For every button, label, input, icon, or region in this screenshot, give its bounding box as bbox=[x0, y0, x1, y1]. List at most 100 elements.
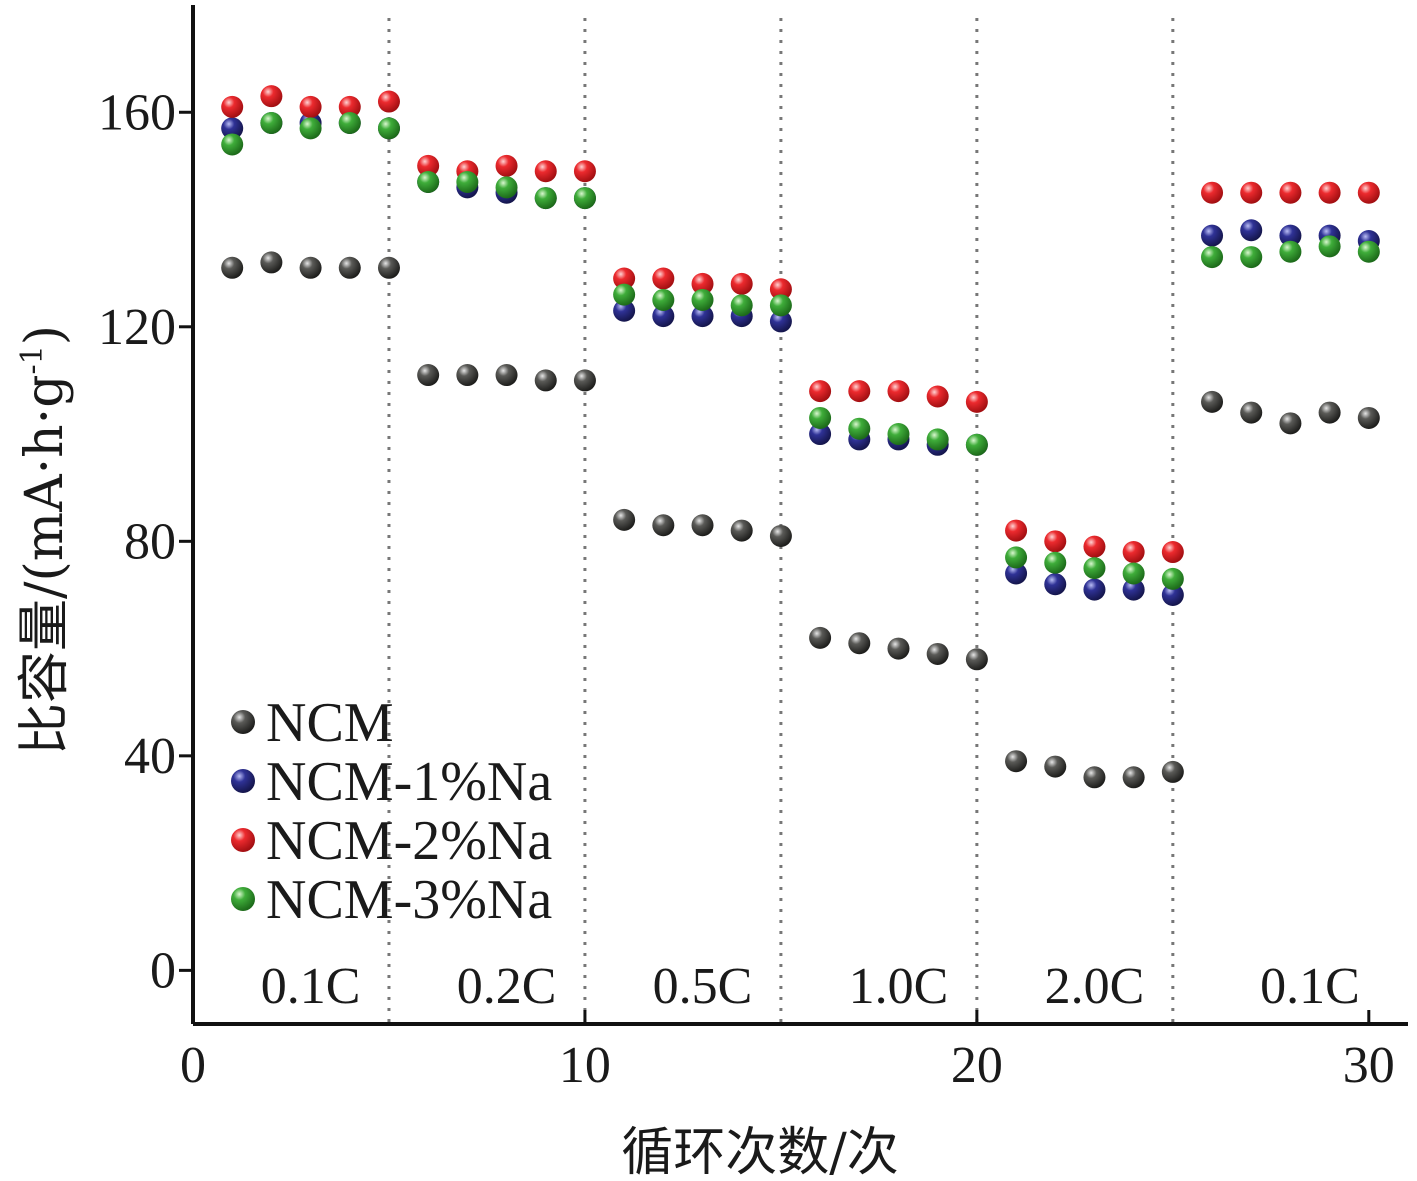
data-point bbox=[495, 154, 518, 177]
data-point bbox=[260, 85, 283, 108]
data-point bbox=[652, 267, 675, 290]
legend-marker bbox=[231, 710, 255, 734]
data-point bbox=[848, 632, 871, 655]
data-point bbox=[456, 364, 479, 387]
series-4 bbox=[221, 111, 1380, 590]
data-point bbox=[299, 117, 322, 140]
rate-label: 2.0C bbox=[1045, 958, 1145, 1015]
data-point bbox=[1279, 181, 1302, 204]
rate-label: 0.5C bbox=[653, 958, 753, 1015]
legend-label: NCM-1%Na bbox=[266, 751, 552, 813]
data-point bbox=[1083, 535, 1106, 558]
data-point bbox=[1044, 755, 1067, 778]
data-point bbox=[573, 369, 596, 392]
data-point bbox=[769, 294, 792, 317]
x-tick-label: 30 bbox=[1343, 1037, 1395, 1094]
data-point bbox=[1318, 401, 1341, 424]
data-point bbox=[1201, 246, 1224, 269]
y-tick-label: 160 bbox=[98, 84, 176, 141]
data-point bbox=[1083, 766, 1106, 789]
data-point bbox=[1357, 181, 1380, 204]
data-point bbox=[1122, 562, 1145, 585]
data-point bbox=[338, 256, 361, 279]
data-point bbox=[1005, 750, 1028, 773]
data-point bbox=[1005, 562, 1028, 585]
data-point bbox=[1240, 219, 1263, 242]
data-point bbox=[495, 364, 518, 387]
data-point bbox=[1201, 181, 1224, 204]
data-point bbox=[965, 648, 988, 671]
data-point bbox=[1161, 567, 1184, 590]
legend-label: NCM bbox=[266, 692, 394, 754]
x-tick-label: 20 bbox=[951, 1037, 1003, 1094]
data-point bbox=[1240, 181, 1263, 204]
data-point bbox=[299, 256, 322, 279]
data-point bbox=[1318, 181, 1341, 204]
data-point bbox=[613, 299, 636, 322]
data-point bbox=[377, 90, 400, 113]
data-point bbox=[1201, 224, 1224, 247]
data-point bbox=[926, 385, 949, 408]
data-point bbox=[338, 95, 361, 118]
y-axis-title-close: ) bbox=[15, 325, 75, 345]
legend-label: NCM-2%Na bbox=[266, 810, 552, 872]
data-point bbox=[1005, 519, 1028, 542]
data-point bbox=[534, 160, 557, 183]
legend-label: NCM-3%Na bbox=[266, 869, 552, 931]
data-point bbox=[1161, 583, 1184, 606]
x-tick-label: 10 bbox=[559, 1037, 611, 1094]
data-point bbox=[809, 626, 832, 649]
data-point bbox=[613, 283, 636, 306]
rate-label: 1.0C bbox=[849, 958, 949, 1015]
data-point bbox=[652, 288, 675, 311]
data-point bbox=[221, 95, 244, 118]
data-point bbox=[809, 423, 832, 446]
data-point bbox=[1122, 766, 1145, 789]
data-point bbox=[573, 160, 596, 183]
y-axis-title: 比容量/(mA·h·g-1) bbox=[15, 325, 75, 755]
ticks: 0 10 20 30 0 40 80 120 160 bbox=[98, 84, 1395, 1094]
data-point bbox=[456, 170, 479, 193]
y-axis-title-main: 比容量/(mA·h·g bbox=[15, 375, 75, 756]
y-tick-label: 40 bbox=[124, 728, 176, 785]
y-axis-title-superscript: -1 bbox=[15, 345, 50, 374]
data-point bbox=[652, 305, 675, 328]
y-tick-label: 0 bbox=[150, 942, 176, 999]
data-point bbox=[377, 117, 400, 140]
series-1 bbox=[221, 251, 1380, 789]
data-point bbox=[260, 251, 283, 274]
legend-marker bbox=[231, 887, 255, 911]
data-point bbox=[926, 642, 949, 665]
y-tick-label: 120 bbox=[98, 299, 176, 356]
data-point bbox=[1083, 557, 1106, 580]
data-point bbox=[730, 294, 753, 317]
data-point bbox=[1279, 224, 1302, 247]
data-point bbox=[965, 390, 988, 413]
rate-label: 0.1C bbox=[1260, 958, 1360, 1015]
data-point bbox=[1201, 390, 1224, 413]
data-point bbox=[1044, 573, 1067, 596]
data-point bbox=[1122, 541, 1145, 564]
rate-label: 0.1C bbox=[261, 958, 361, 1015]
data-point bbox=[221, 133, 244, 156]
data-point bbox=[1279, 412, 1302, 435]
rate-label: 0.2C bbox=[457, 958, 557, 1015]
data-point bbox=[1240, 246, 1263, 269]
data-point bbox=[377, 256, 400, 279]
data-point bbox=[1044, 551, 1067, 574]
data-point bbox=[691, 272, 714, 295]
data-point bbox=[495, 176, 518, 199]
data-point bbox=[1318, 235, 1341, 258]
data-point bbox=[1240, 401, 1263, 424]
data-point bbox=[338, 111, 361, 134]
data-point bbox=[887, 637, 910, 660]
legend-marker bbox=[231, 769, 255, 793]
data-point bbox=[769, 278, 792, 301]
data-point bbox=[691, 305, 714, 328]
data-points bbox=[221, 85, 1380, 789]
data-point bbox=[613, 508, 636, 531]
data-point bbox=[1122, 578, 1145, 601]
data-point bbox=[1279, 240, 1302, 263]
data-point bbox=[769, 524, 792, 547]
